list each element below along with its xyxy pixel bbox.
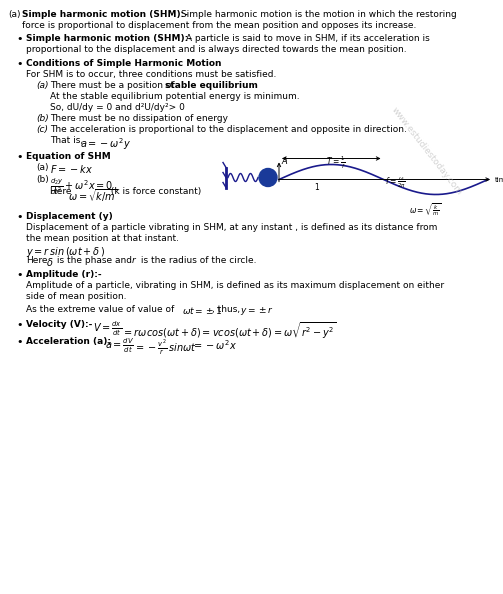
Text: proportional to the displacement and is always directed towards the mean positio: proportional to the displacement and is … [26, 45, 406, 54]
Text: Amplitude of a particle, vibrating in SHM, is defined as its maximum displacemen: Amplitude of a particle, vibrating in SH… [26, 281, 444, 290]
Text: A particle is said to move in SHM, if its acceleration is: A particle is said to move in SHM, if it… [183, 34, 430, 43]
Text: So, dU/dy = 0 and d²U/dy²> 0: So, dU/dy = 0 and d²U/dy²> 0 [50, 103, 185, 112]
Text: $a = -\omega^2 y$: $a = -\omega^2 y$ [80, 136, 131, 152]
Text: Acceleration (a):: Acceleration (a): [26, 337, 111, 346]
Text: side of mean position.: side of mean position. [26, 292, 126, 301]
Text: •: • [16, 270, 23, 280]
Text: As the extreme value of value of: As the extreme value of value of [26, 305, 177, 314]
Text: $f = \frac{\omega}{2\pi}$: $f = \frac{\omega}{2\pi}$ [385, 175, 406, 190]
Text: r: r [132, 256, 136, 265]
Text: www.estudiestoday.com: www.estudiestoday.com [390, 105, 464, 197]
Text: There must be no dissipation of energy: There must be no dissipation of energy [50, 114, 228, 123]
Text: $\omega t = \pm 1$: $\omega t = \pm 1$ [182, 305, 222, 316]
Text: $\omega = \sqrt{\frac{k}{m}}$: $\omega = \sqrt{\frac{k}{m}}$ [408, 201, 441, 217]
Text: $T = \frac{1}{f}$: $T = \frac{1}{f}$ [326, 154, 346, 170]
Text: There must be a position of: There must be a position of [50, 81, 178, 90]
Text: $\frac{d_2y}{dt^2} + \omega^2 x = 0$: $\frac{d_2y}{dt^2} + \omega^2 x = 0$ [50, 176, 113, 197]
Text: force is proportional to displacement from the mean position and opposes its inc: force is proportional to displacement fr… [22, 21, 416, 30]
Text: •: • [16, 320, 23, 330]
Text: $V = \frac{dx}{dt}$: $V = \frac{dx}{dt}$ [93, 320, 122, 338]
Text: $F = -kx$: $F = -kx$ [50, 163, 93, 175]
Text: Simple harmonic motion is the motion in which the restoring: Simple harmonic motion is the motion in … [178, 10, 457, 19]
Text: A: A [281, 157, 287, 166]
Text: Amplitude (r):-: Amplitude (r):- [26, 270, 102, 279]
Text: Here: Here [50, 187, 74, 196]
Text: •: • [16, 212, 23, 222]
Text: (k is force constant): (k is force constant) [108, 187, 201, 196]
Text: Here: Here [26, 256, 47, 265]
Text: $\omega = \sqrt{k/m}$: $\omega = \sqrt{k/m}$ [68, 187, 118, 204]
Text: (c): (c) [36, 125, 48, 134]
Text: (b): (b) [36, 114, 49, 123]
Text: time: time [495, 176, 503, 182]
Text: 1: 1 [314, 182, 319, 191]
Text: Displacement of a particle vibrating in SHM, at any instant , is defined as its : Displacement of a particle vibrating in … [26, 223, 438, 232]
Text: (a): (a) [36, 163, 48, 172]
Text: •: • [16, 34, 23, 44]
Text: Conditions of Simple Harmonic Motion: Conditions of Simple Harmonic Motion [26, 59, 221, 68]
Circle shape [259, 169, 277, 187]
Text: $= -\omega^2 x$: $= -\omega^2 x$ [192, 338, 237, 352]
Text: $y = r\,sin\,(\omega t + \delta\,)$: $y = r\,sin\,(\omega t + \delta\,)$ [26, 245, 105, 259]
Text: the mean position at that instant.: the mean position at that instant. [26, 234, 179, 243]
Text: Displacement (y): Displacement (y) [26, 212, 113, 221]
Text: That is,: That is, [50, 136, 86, 145]
Text: $ = r\omega cos(\omega t + \delta) = vcos(\omega t + \delta) = \omega\sqrt{r^2-y: $ = r\omega cos(\omega t + \delta) = vco… [122, 321, 337, 341]
Text: Simple harmonic motion (SHM):-: Simple harmonic motion (SHM):- [26, 34, 192, 43]
Text: (a): (a) [36, 81, 48, 90]
Text: is the radius of the circle.: is the radius of the circle. [138, 256, 257, 265]
Text: •: • [16, 59, 23, 69]
Text: , thus,: , thus, [212, 305, 243, 314]
Text: Velocity (V):-: Velocity (V):- [26, 320, 93, 329]
Text: stable equilibrium: stable equilibrium [165, 81, 258, 90]
Text: At the stable equilibrium potential energy is minimum.: At the stable equilibrium potential ener… [50, 92, 300, 101]
Text: Simple harmonic motion (SHM):-: Simple harmonic motion (SHM):- [22, 10, 188, 19]
Text: For SHM is to occur, three conditions must be satisfied.: For SHM is to occur, three conditions mu… [26, 70, 276, 79]
Text: is the phase and: is the phase and [54, 256, 135, 265]
Text: •: • [16, 337, 23, 347]
Text: $y = \pm r$: $y = \pm r$ [240, 305, 274, 317]
Text: $= -\frac{v^2}{r}\, sin\omega t$: $= -\frac{v^2}{r}\, sin\omega t$ [134, 338, 197, 357]
Text: The acceleration is proportional to the displacement and opposite in direction.: The acceleration is proportional to the … [50, 125, 407, 134]
Text: •: • [16, 152, 23, 162]
Text: (a): (a) [8, 10, 21, 19]
Text: (b): (b) [36, 175, 49, 184]
Text: $a = \frac{dV}{dt}$: $a = \frac{dV}{dt}$ [105, 337, 134, 355]
Text: $\delta$: $\delta$ [46, 256, 53, 268]
Text: Equation of SHM: Equation of SHM [26, 152, 111, 161]
